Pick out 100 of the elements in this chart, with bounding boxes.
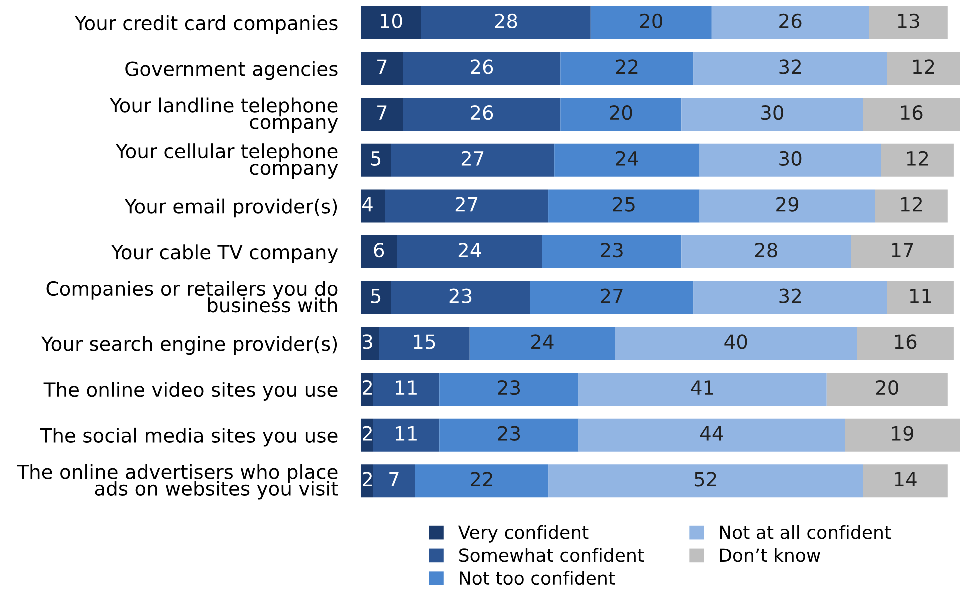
y-tick-label: Your landline telephone company xyxy=(110,98,338,134)
data-label: 12 xyxy=(901,197,922,212)
bar xyxy=(360,190,386,223)
bar xyxy=(851,236,954,269)
bar xyxy=(578,418,846,452)
bar xyxy=(360,98,404,132)
data-label: 32 xyxy=(780,288,801,304)
data-label: 44 xyxy=(700,426,724,441)
data-label: 25 xyxy=(613,197,635,212)
legend-label: Don’t know xyxy=(720,548,820,562)
data-label: 30 xyxy=(780,151,802,166)
data-label: 26 xyxy=(471,60,494,74)
data-label: 2 xyxy=(362,426,372,441)
bar xyxy=(700,144,882,177)
data-label: 2 xyxy=(362,472,372,487)
data-label: 24 xyxy=(616,151,638,166)
bar xyxy=(548,464,864,498)
bar xyxy=(360,144,392,177)
bar xyxy=(887,52,960,86)
bar xyxy=(869,6,948,40)
y-tick-label: The online video sites you use xyxy=(44,382,338,401)
legend-label: Not at all confident xyxy=(720,525,892,540)
data-label: 40 xyxy=(724,334,748,350)
bar xyxy=(530,281,694,314)
data-label: 5 xyxy=(371,289,381,304)
data-label: 32 xyxy=(780,60,801,74)
bar xyxy=(360,52,404,86)
bar xyxy=(845,418,960,452)
data-label: 41 xyxy=(691,380,714,395)
bar xyxy=(682,236,852,269)
bar xyxy=(391,144,555,177)
data-label: 17 xyxy=(892,243,914,258)
data-label: 7 xyxy=(390,472,399,487)
y-tick-label: Companies or retailers you do business with xyxy=(46,281,338,313)
data-label: 13 xyxy=(898,14,920,29)
bar xyxy=(863,464,948,498)
data-label: 16 xyxy=(895,334,917,350)
data-label: 12 xyxy=(913,60,934,74)
legend-label: Very confident xyxy=(458,525,589,543)
legend-label: Not too confident xyxy=(460,571,616,586)
data-label: 28 xyxy=(755,242,778,258)
bar xyxy=(360,281,392,314)
data-label: 27 xyxy=(456,197,478,212)
data-label: 20 xyxy=(876,380,898,396)
bar xyxy=(421,6,591,40)
bar xyxy=(712,6,870,40)
bar xyxy=(857,327,954,360)
data-label: 30 xyxy=(762,105,784,120)
data-label: 19 xyxy=(892,426,914,441)
data-label: 4 xyxy=(362,197,373,212)
bar xyxy=(360,236,398,269)
data-label: 20 xyxy=(640,14,662,29)
data-label: 3 xyxy=(363,334,372,350)
y-tick-label: The social media sites you use xyxy=(40,428,338,447)
data-label: 16 xyxy=(901,105,923,120)
bar xyxy=(440,418,579,452)
y-tick-label: Your email provider(s) xyxy=(124,198,338,218)
bar xyxy=(379,327,470,360)
data-label: 7 xyxy=(378,106,387,120)
data-label: 27 xyxy=(462,151,484,166)
data-label: 24 xyxy=(458,242,482,258)
data-label: 5 xyxy=(371,152,381,166)
data-label: 11 xyxy=(396,426,417,441)
bar xyxy=(403,52,561,86)
bar xyxy=(391,281,530,314)
data-label: 6 xyxy=(374,242,384,258)
data-label: 28 xyxy=(495,14,518,29)
bar xyxy=(373,373,440,406)
data-label: 23 xyxy=(450,288,472,304)
bar xyxy=(826,373,948,406)
bar xyxy=(397,236,542,269)
data-label: 26 xyxy=(780,14,802,29)
bar xyxy=(881,144,954,177)
y-tick-label: Your credit card companies xyxy=(74,16,338,34)
bar xyxy=(548,190,700,223)
data-label: 22 xyxy=(471,472,492,487)
bar xyxy=(373,464,416,498)
data-label: 27 xyxy=(601,288,623,304)
data-label: 10 xyxy=(380,14,402,29)
data-label: 24 xyxy=(532,334,554,350)
bar xyxy=(887,281,954,314)
bar xyxy=(385,190,549,223)
data-label: 15 xyxy=(414,334,436,350)
bar xyxy=(415,464,549,498)
data-label: 2 xyxy=(362,380,372,395)
data-label: 11 xyxy=(396,380,417,395)
bar xyxy=(360,6,422,40)
bar xyxy=(578,373,827,406)
data-label: 52 xyxy=(694,472,716,487)
bar xyxy=(700,190,876,223)
bar xyxy=(694,281,888,314)
bar xyxy=(560,52,694,86)
data-label: 29 xyxy=(776,197,799,212)
data-label: 23 xyxy=(601,242,623,258)
bar xyxy=(360,327,380,360)
bar xyxy=(615,327,858,360)
data-label: 7 xyxy=(378,60,387,74)
bar xyxy=(403,98,561,132)
y-tick-label: Your cellular telephone company xyxy=(116,144,338,180)
bar xyxy=(875,190,948,223)
